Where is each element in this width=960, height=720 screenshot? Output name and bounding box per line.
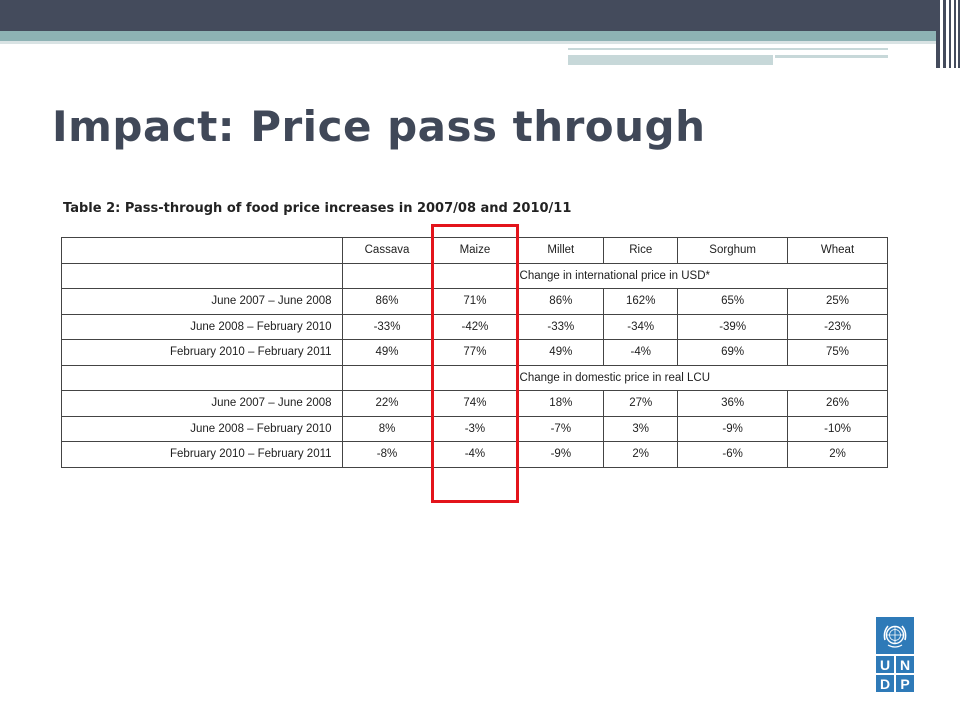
table-cell: 2%: [787, 441, 888, 468]
header-dark-band: [0, 0, 936, 31]
table-cell: -4%: [603, 339, 679, 366]
table-cell: -6%: [677, 441, 789, 468]
table-caption: Table 2: Pass-through of food price incr…: [63, 201, 572, 216]
section-blank-cell: [61, 364, 343, 391]
table-cell: 86%: [341, 288, 433, 315]
table-cell: -33%: [341, 313, 433, 340]
column-header: Millet: [517, 237, 605, 264]
row-label: June 2008 – February 2010: [61, 313, 343, 340]
logo-letter: U: [876, 656, 894, 673]
un-emblem-icon: [876, 617, 914, 654]
table-cell: -9%: [517, 441, 605, 468]
table-cell: -10%: [787, 415, 888, 442]
table-cell: 18%: [517, 390, 605, 417]
table-row: June 2007 – June 2008 86% 71% 86% 162% 6…: [61, 288, 888, 315]
header-accent-line: [568, 48, 888, 50]
table-cell: 162%: [603, 288, 679, 315]
row-label: June 2008 – February 2010: [61, 415, 343, 442]
table-row: February 2010 – February 2011 49% 77% 49…: [61, 339, 888, 366]
row-label: February 2010 – February 2011: [61, 441, 343, 468]
table-cell: -7%: [517, 415, 605, 442]
table-cell: -23%: [787, 313, 888, 340]
header-blank-cell: [61, 237, 343, 264]
table-cell: 65%: [677, 288, 789, 315]
table-cell: 2%: [603, 441, 679, 468]
table-cell: 25%: [787, 288, 888, 315]
logo-letter: N: [896, 656, 914, 673]
section-blank-cell: [61, 262, 343, 289]
table-row: June 2008 – February 2010 -33% -42% -33%…: [61, 313, 888, 340]
column-header: Wheat: [787, 237, 888, 264]
table-cell: -8%: [341, 441, 433, 468]
table-cell: 27%: [603, 390, 679, 417]
table-cell: -4%: [431, 441, 519, 468]
logo-letter: P: [896, 675, 914, 692]
table-cell: 22%: [341, 390, 433, 417]
undp-logo: U N D P: [876, 617, 914, 692]
header-accent-strip: [568, 55, 773, 65]
row-label: June 2007 – June 2008: [61, 288, 343, 315]
column-header: Cassava: [341, 237, 433, 264]
table-cell: 8%: [341, 415, 433, 442]
column-header: Sorghum: [677, 237, 789, 264]
maize-highlight-box: [431, 224, 519, 503]
slide-title: Impact: Price pass through: [52, 102, 706, 151]
table-cell: -9%: [677, 415, 789, 442]
table-cell: 86%: [517, 288, 605, 315]
table-cell: -39%: [677, 313, 789, 340]
header-light-line: [0, 41, 936, 44]
table-cell: -42%: [431, 313, 519, 340]
table-cell: 3%: [603, 415, 679, 442]
row-label: June 2007 – June 2008: [61, 390, 343, 417]
table-cell: 69%: [677, 339, 789, 366]
row-label: February 2010 – February 2011: [61, 339, 343, 366]
table-cell: -33%: [517, 313, 605, 340]
table-row: February 2010 – February 2011 -8% -4% -9…: [61, 441, 888, 468]
header-teal-band: [0, 31, 936, 41]
table-cell: 26%: [787, 390, 888, 417]
header-accent-strip-short: [775, 55, 888, 58]
table-cell: 71%: [431, 288, 519, 315]
table-cell: 49%: [341, 339, 433, 366]
section-heading: Change in international price in USD*: [341, 262, 889, 289]
table-cell: 36%: [677, 390, 789, 417]
table-cell: -34%: [603, 313, 679, 340]
column-header: Rice: [603, 237, 679, 264]
logo-letter: D: [876, 675, 894, 692]
table-cell: 49%: [517, 339, 605, 366]
table-cell: 75%: [787, 339, 888, 366]
header-corner-bars: [936, 0, 960, 68]
table-row: June 2007 – June 2008 22% 74% 18% 27% 36…: [61, 390, 888, 417]
section-heading: Change in domestic price in real LCU: [341, 364, 889, 391]
